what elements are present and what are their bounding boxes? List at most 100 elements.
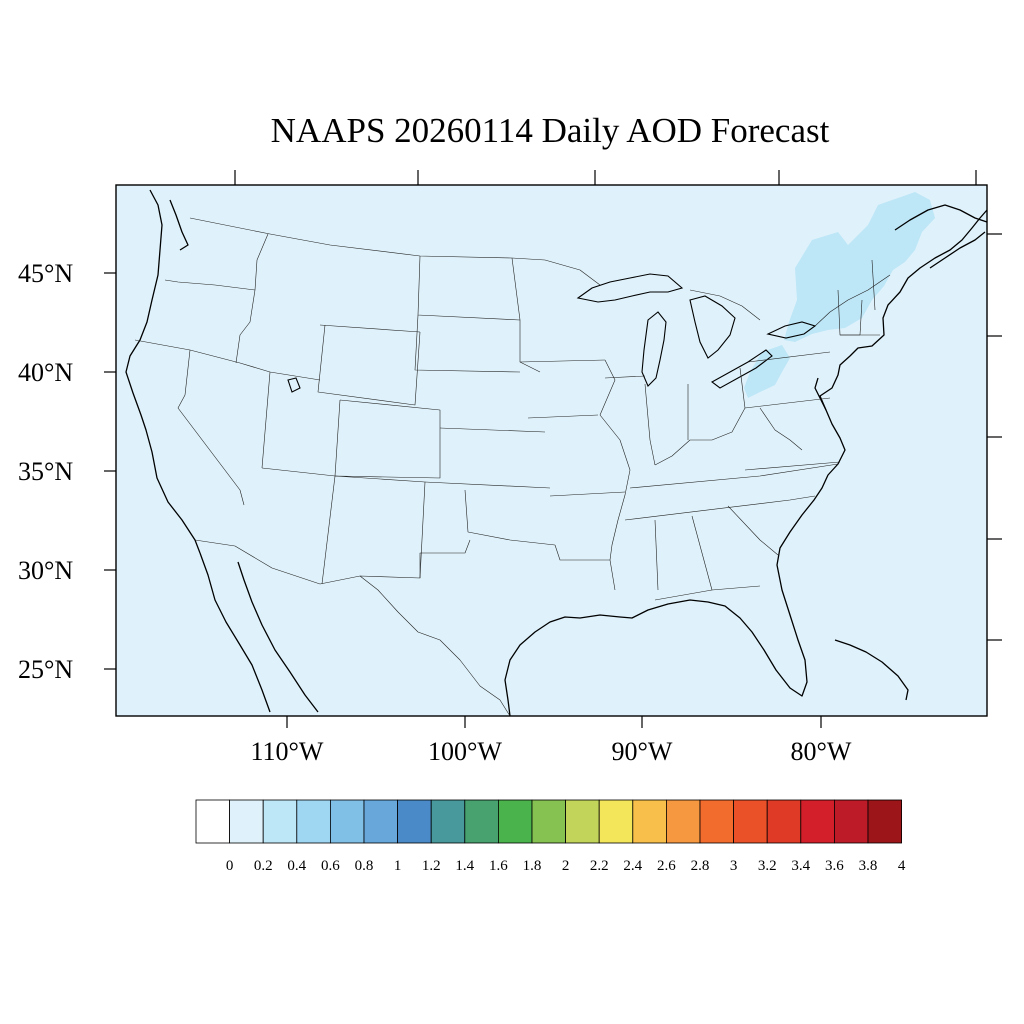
- nh-me: [871, 259, 876, 311]
- colorbar-label: 3: [730, 858, 738, 874]
- colorbar-swatch: [262, 799, 298, 844]
- colorbar-label: 3.6: [825, 858, 844, 874]
- wi-il: [604, 375, 646, 379]
- nova-scotia: [929, 231, 986, 269]
- lon-label-110w: 110°W: [251, 737, 324, 766]
- cuba: [834, 639, 909, 701]
- pacific-coastline: [125, 189, 201, 554]
- lon-label-100w: 100°W: [428, 737, 502, 766]
- colorbar-swatch: [766, 799, 802, 844]
- colorbar-label: 1.4: [455, 858, 474, 874]
- colorbar-label: 2.6: [657, 858, 676, 874]
- colorbar-label: 2.8: [691, 858, 710, 874]
- aod-region-northeast: [784, 192, 935, 342]
- colorbar-swatch: [666, 799, 701, 844]
- colorbar-label: 3.8: [859, 858, 878, 874]
- ar-la: [554, 544, 610, 561]
- mo-ar: [549, 491, 626, 497]
- lake-huron: [689, 295, 736, 359]
- ia-mo: [527, 414, 599, 419]
- az-nm: [321, 475, 336, 585]
- id-mt: [235, 289, 256, 364]
- border-line: [814, 274, 891, 327]
- tn-south: [624, 495, 816, 521]
- colorbar-label: 1.8: [523, 858, 542, 874]
- lat-label-25n: 25°N: [18, 655, 73, 684]
- great-salt-lake: [287, 377, 301, 393]
- puget-sound: [169, 199, 189, 251]
- colorbar-swatch: [834, 799, 869, 844]
- va-nc: [744, 461, 841, 471]
- dakotas-mn: [511, 257, 541, 373]
- colorbar-label: 4: [898, 858, 906, 874]
- lon-label-90w: 90°W: [612, 737, 673, 766]
- colorbar-swatch: [430, 799, 466, 844]
- colorbar-label: 3.4: [791, 858, 810, 874]
- id-west: [254, 233, 269, 291]
- ca-nv-diagonal: [177, 349, 245, 506]
- colorbar-label: 1.2: [422, 858, 441, 874]
- lat-label-35n: 35°N: [18, 457, 73, 486]
- colorbar-swatch: [867, 799, 902, 844]
- map-title: NAAPS 20260114 Daily AOD Forecast: [271, 111, 830, 150]
- colorbar-swatch: [329, 799, 365, 844]
- colorbar-swatch: [699, 799, 734, 844]
- colorbar-label: 2.4: [623, 858, 642, 874]
- border-line: [689, 289, 761, 321]
- map-frame: [115, 184, 988, 717]
- lake-michigan: [641, 311, 667, 387]
- colorbar-label: 0.8: [355, 858, 374, 874]
- ne-ks: [439, 427, 546, 433]
- colorbar-label: 1.6: [489, 858, 508, 874]
- colorbar-swatch: [497, 799, 533, 844]
- oh-pa: [739, 367, 746, 409]
- colorbar-swatch: [598, 799, 634, 844]
- lake-superior: [576, 273, 684, 303]
- colorbar-swatch: [464, 799, 499, 844]
- mt-wy: [319, 324, 421, 333]
- baja-california: [199, 552, 271, 713]
- colorbar-swatch: [363, 799, 398, 844]
- colorbar-swatch: [531, 799, 566, 844]
- ms-al: [654, 519, 659, 591]
- map-ticks: [104, 170, 1002, 728]
- pa-ny: [747, 351, 831, 363]
- colorbar-swatch: [229, 799, 264, 844]
- gulf-coast: [504, 209, 988, 717]
- sd-ne: [414, 314, 521, 373]
- lake-erie: [710, 349, 773, 389]
- ut-co: [261, 371, 271, 469]
- map-panel: 110°W 100°W 90°W 80°W 45°N 40°N 35°N 30°…: [18, 170, 1002, 766]
- lon-label-80w: 80°W: [791, 737, 852, 766]
- st-lawrence: [894, 204, 988, 231]
- pa-md: [744, 397, 831, 409]
- colorbar-label: 0: [226, 858, 234, 874]
- colorbar-swatch: [632, 799, 667, 844]
- wy: [317, 324, 421, 406]
- colorbar-label: 0.2: [254, 858, 273, 874]
- colorbar-swatch: [296, 799, 331, 844]
- ks-ok: [424, 481, 551, 489]
- colorbar-swatch: [733, 799, 768, 844]
- lat-label-30n: 30°N: [18, 556, 73, 585]
- colorbar-label: 0.6: [321, 858, 340, 874]
- il-in: [644, 383, 656, 466]
- al-ga: [691, 515, 713, 591]
- great-lakes: [287, 273, 817, 393]
- colorbar-label: 3.2: [758, 858, 777, 874]
- colorbar-label: 1: [394, 858, 402, 874]
- gulf-of-california: [237, 561, 319, 713]
- coastlines: [125, 189, 988, 717]
- wv-va: [759, 407, 803, 451]
- colorbar-label: 2.2: [590, 858, 609, 874]
- ga-sc: [727, 505, 779, 556]
- state-borders: [134, 217, 891, 717]
- mississippi-river: [599, 359, 631, 591]
- ohio-river: [654, 407, 746, 466]
- us-canada-border: [189, 217, 601, 286]
- vt-nh: [859, 299, 863, 336]
- colorbar-label: 2: [562, 858, 570, 874]
- lat-label-45n: 45°N: [18, 259, 73, 288]
- lat-label-40n: 40°N: [18, 358, 73, 387]
